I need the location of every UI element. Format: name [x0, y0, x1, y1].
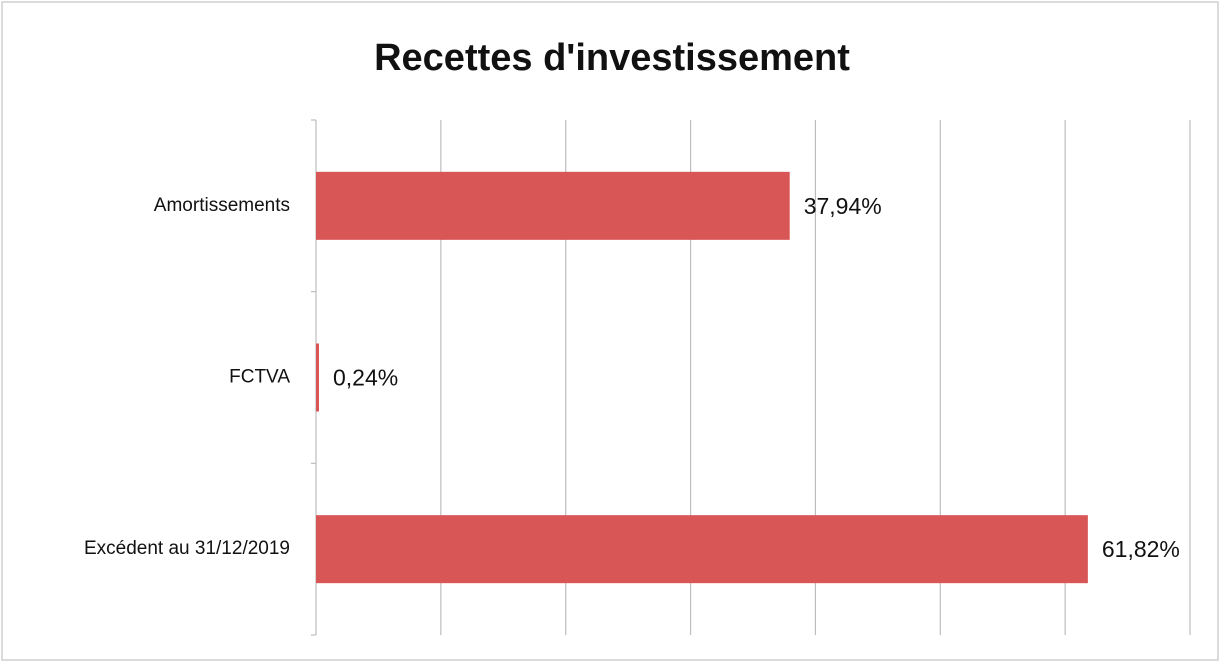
bar [316, 515, 1088, 584]
data-label: 61,82% [1102, 536, 1180, 562]
y-tick-label: Excédent au 31/12/2019 [84, 538, 290, 559]
y-tick-label: FCTVA [229, 367, 290, 388]
bar [316, 343, 319, 412]
bar [316, 171, 790, 240]
data-label: 0,24% [333, 365, 398, 391]
data-label: 37,94% [804, 193, 882, 219]
y-tick-label: Amortissements [154, 195, 290, 216]
chart-title: Recettes d'investissement [374, 37, 850, 79]
